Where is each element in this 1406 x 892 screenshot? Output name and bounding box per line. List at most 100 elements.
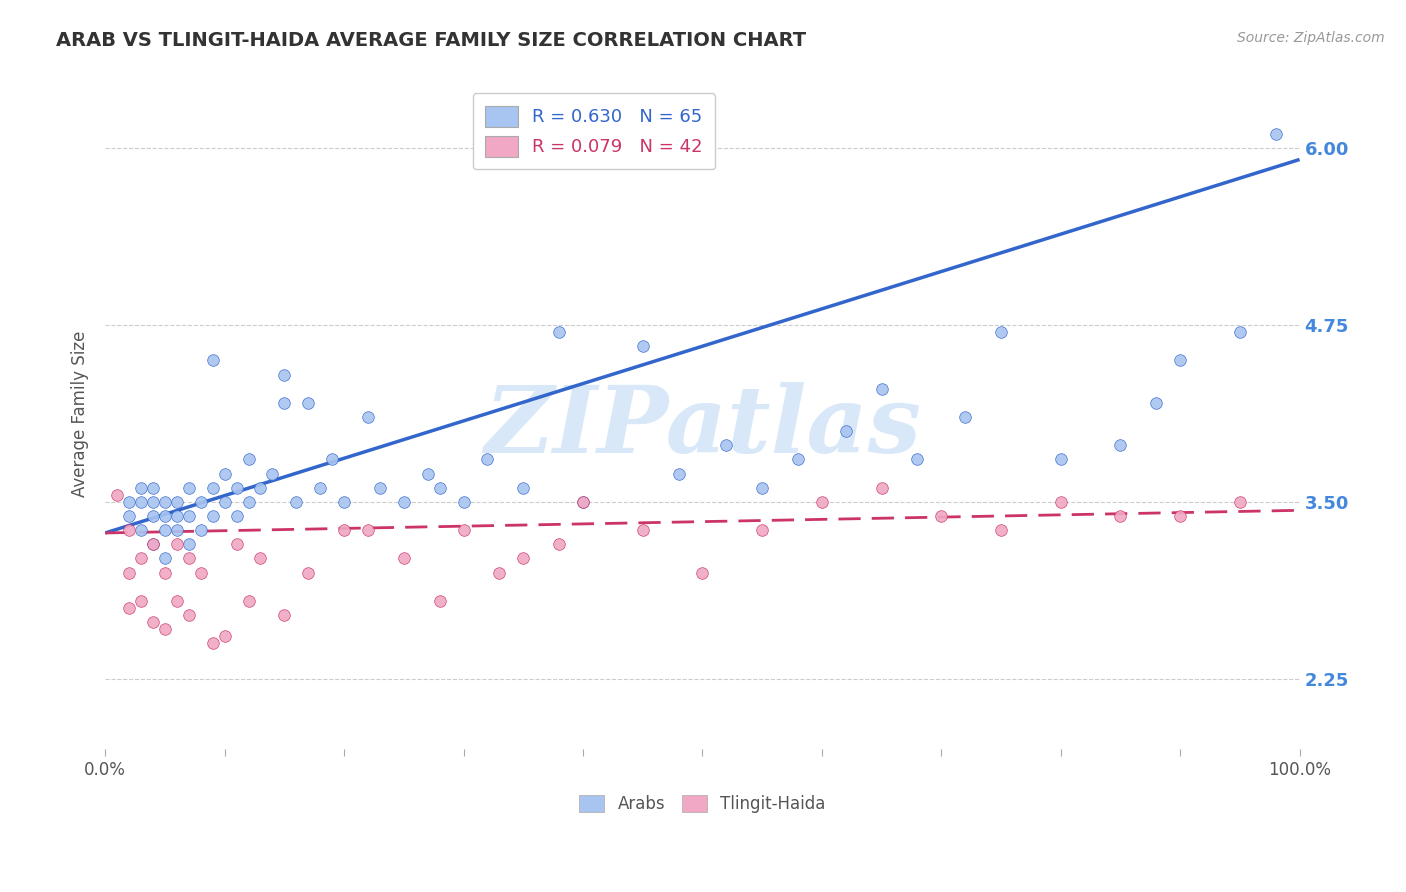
Point <box>129 523 152 537</box>
Point <box>129 594 152 608</box>
Point <box>153 495 176 509</box>
Point <box>990 523 1012 537</box>
Point <box>870 481 893 495</box>
Point <box>177 481 200 495</box>
Point <box>1049 495 1071 509</box>
Text: Source: ZipAtlas.com: Source: ZipAtlas.com <box>1237 31 1385 45</box>
Point <box>392 551 415 566</box>
Point <box>512 481 534 495</box>
Point <box>249 481 271 495</box>
Point <box>1264 127 1286 141</box>
Point <box>129 495 152 509</box>
Point <box>153 551 176 566</box>
Point <box>357 409 380 424</box>
Point <box>273 396 295 410</box>
Point <box>548 537 571 551</box>
Point <box>309 481 332 495</box>
Point <box>142 537 165 551</box>
Point <box>153 566 176 580</box>
Point <box>166 537 188 551</box>
Point <box>177 607 200 622</box>
Point <box>953 409 976 424</box>
Point <box>129 481 152 495</box>
Point <box>142 615 165 629</box>
Point <box>692 566 714 580</box>
Point <box>357 523 380 537</box>
Point <box>153 523 176 537</box>
Point <box>142 537 165 551</box>
Point <box>177 508 200 523</box>
Point <box>811 495 834 509</box>
Point <box>1229 495 1251 509</box>
Point <box>1049 452 1071 467</box>
Point <box>214 467 236 481</box>
Point <box>787 452 810 467</box>
Point <box>297 396 319 410</box>
Point <box>166 495 188 509</box>
Point <box>929 508 952 523</box>
Point <box>166 508 188 523</box>
Point <box>716 438 738 452</box>
Point <box>153 622 176 636</box>
Point <box>751 523 773 537</box>
Point <box>225 508 247 523</box>
Point <box>392 495 415 509</box>
Point <box>177 551 200 566</box>
Point <box>201 636 224 650</box>
Point <box>214 495 236 509</box>
Point <box>118 601 141 615</box>
Point <box>190 495 212 509</box>
Point <box>225 481 247 495</box>
Point <box>453 523 475 537</box>
Point <box>153 508 176 523</box>
Point <box>297 566 319 580</box>
Point <box>166 594 188 608</box>
Point <box>631 523 654 537</box>
Point <box>118 566 141 580</box>
Point <box>416 467 439 481</box>
Point <box>1109 508 1132 523</box>
Point <box>1109 438 1132 452</box>
Point <box>751 481 773 495</box>
Point <box>835 424 858 438</box>
Point <box>368 481 391 495</box>
Text: ZIPatlas: ZIPatlas <box>484 382 921 472</box>
Point <box>201 508 224 523</box>
Point <box>333 495 356 509</box>
Point <box>453 495 475 509</box>
Point <box>142 508 165 523</box>
Point <box>190 523 212 537</box>
Point <box>1144 396 1167 410</box>
Point <box>429 594 451 608</box>
Legend: Arabs, Tlingit-Haida: Arabs, Tlingit-Haida <box>571 787 834 822</box>
Point <box>190 566 212 580</box>
Y-axis label: Average Family Size: Average Family Size <box>72 330 89 497</box>
Point <box>1229 325 1251 339</box>
Point <box>142 481 165 495</box>
Point <box>273 368 295 382</box>
Point <box>333 523 356 537</box>
Point <box>512 551 534 566</box>
Point <box>118 508 141 523</box>
Point <box>118 495 141 509</box>
Point <box>225 537 247 551</box>
Point <box>177 537 200 551</box>
Point <box>273 607 295 622</box>
Point <box>477 452 499 467</box>
Point <box>905 452 928 467</box>
Point <box>129 551 152 566</box>
Text: ARAB VS TLINGIT-HAIDA AVERAGE FAMILY SIZE CORRELATION CHART: ARAB VS TLINGIT-HAIDA AVERAGE FAMILY SIZ… <box>56 31 807 50</box>
Point <box>1168 508 1191 523</box>
Point <box>285 495 308 509</box>
Point <box>572 495 595 509</box>
Point <box>990 325 1012 339</box>
Point <box>262 467 284 481</box>
Point <box>238 495 260 509</box>
Point <box>238 594 260 608</box>
Point <box>142 495 165 509</box>
Point <box>548 325 571 339</box>
Point <box>105 488 128 502</box>
Point <box>238 452 260 467</box>
Point <box>668 467 690 481</box>
Point <box>429 481 451 495</box>
